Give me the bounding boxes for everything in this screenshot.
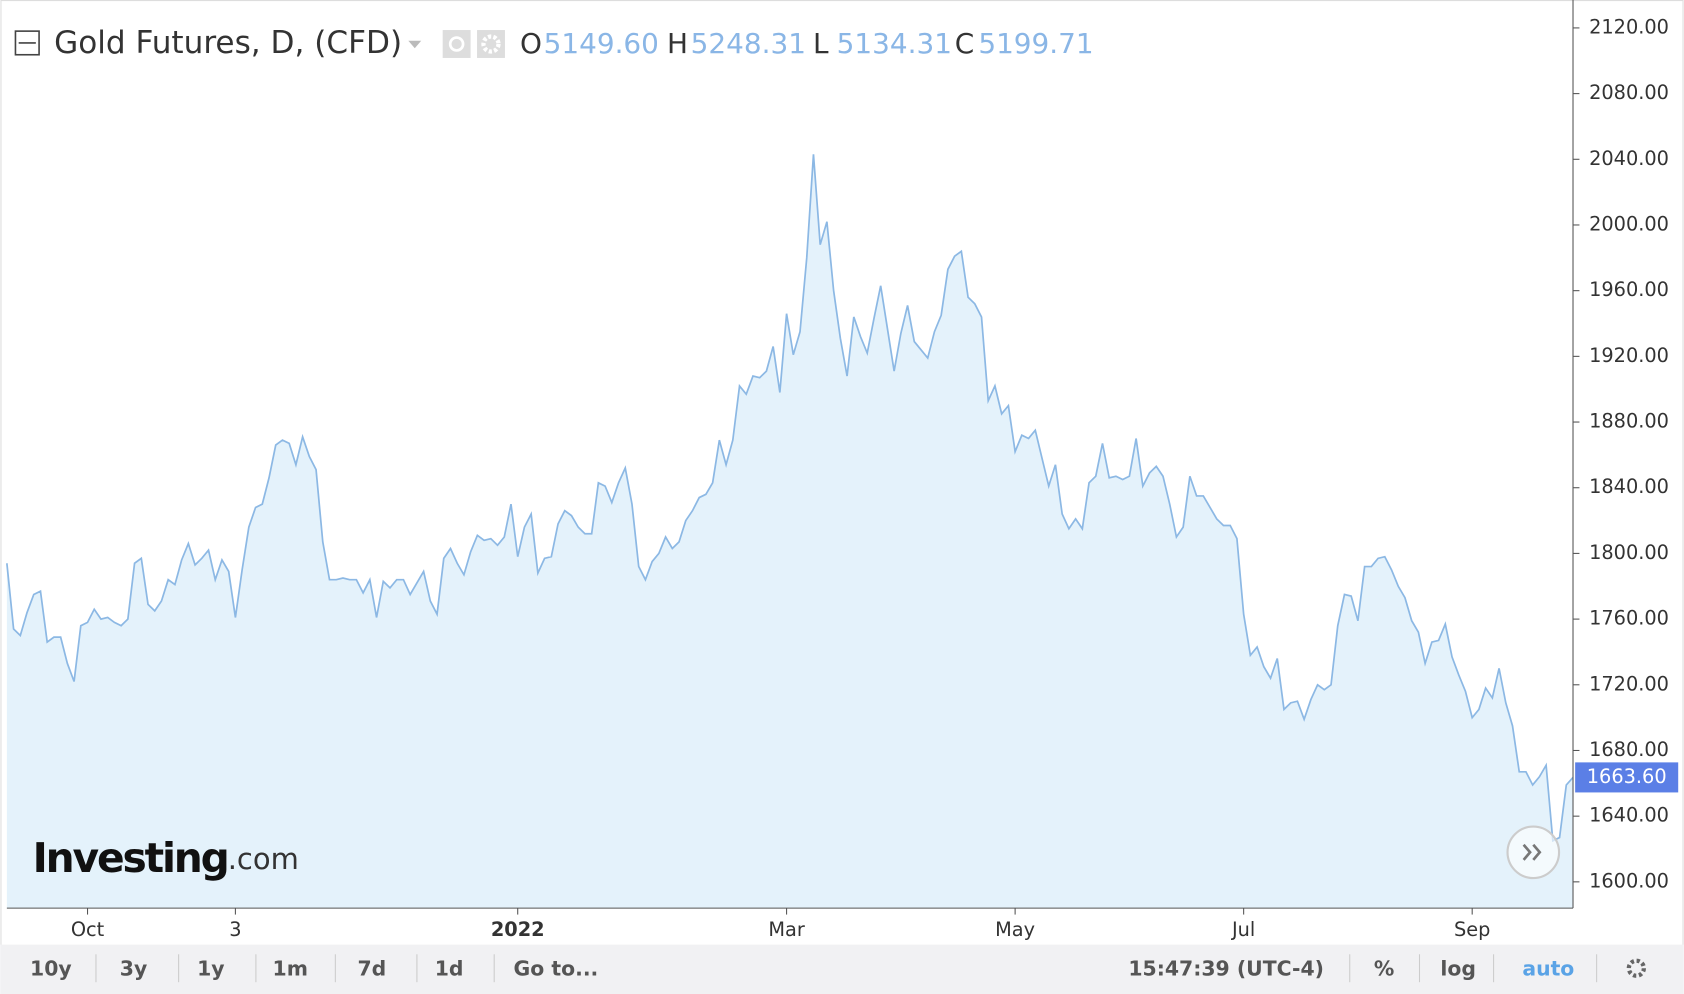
x-tick-label: May xyxy=(995,918,1035,941)
x-tick-label: Mar xyxy=(768,918,804,941)
range-button[interactable]: 10y xyxy=(30,956,72,980)
ohlc-key: O xyxy=(520,27,542,60)
watermark-suffix: .com xyxy=(228,842,299,876)
option-button[interactable]: % xyxy=(1374,956,1394,980)
price-label: 1663.60 xyxy=(1587,765,1667,788)
watermark-brand: Investing xyxy=(33,834,228,882)
y-tick-label: 1600.00 xyxy=(1589,869,1669,892)
watermark: Investing.com xyxy=(33,834,299,882)
ohlc: O 5149.60 H 5248.31 L 5134.31 C 5199.71 xyxy=(520,27,1094,60)
ohlc-value: 5134.31 xyxy=(837,27,952,60)
x-tick-label: Sep xyxy=(1454,918,1490,941)
range-button[interactable]: 3y xyxy=(120,956,147,980)
x-tick-label: 2022 xyxy=(491,918,545,941)
area xyxy=(6,154,1574,909)
range-button[interactable]: 7d xyxy=(357,956,386,980)
y-tick-label: 1720.00 xyxy=(1589,672,1669,695)
x-tick-label: 3 xyxy=(229,918,241,941)
toolbar-settings[interactable] xyxy=(1626,958,1647,978)
y-tick-label: 2080.00 xyxy=(1589,81,1669,104)
y-tick-label: 1840.00 xyxy=(1589,475,1669,498)
dropdown-arrow[interactable] xyxy=(408,40,422,49)
scroll-button[interactable] xyxy=(1506,825,1561,880)
price-box xyxy=(1575,762,1679,793)
ohlc-value: 5199.71 xyxy=(978,27,1093,60)
clock: 15:47:39 (UTC-4) xyxy=(1128,956,1324,980)
y-tick-label: 1920.00 xyxy=(1589,344,1669,367)
chart-title: Gold Futures, D, (CFD) xyxy=(54,25,402,61)
settings-icon-glyph xyxy=(481,34,501,54)
toolbar-items: 10y 3y 1y 1m 7d 1d Go to... 15:47:39 (UTC-4)% lo… xyxy=(30,954,1598,983)
y-tick-label: 1880.00 xyxy=(1589,410,1669,433)
collapse-icon[interactable] xyxy=(14,30,40,56)
range-button[interactable]: 1y xyxy=(197,956,224,980)
ohlc-value: 5149.60 xyxy=(544,27,659,60)
option-button[interactable]: log xyxy=(1440,956,1476,980)
scroll-icon xyxy=(1522,843,1542,861)
y-tick-label: 1680.00 xyxy=(1589,738,1669,761)
settings-icon[interactable] xyxy=(477,30,505,58)
plot xyxy=(6,154,1574,909)
y-tick-label: 1960.00 xyxy=(1589,278,1669,301)
eye-icon[interactable] xyxy=(442,30,471,58)
range-button[interactable]: 1d xyxy=(435,956,464,980)
eye-icon-glyph xyxy=(448,36,465,52)
ohlc-key: H xyxy=(667,27,688,60)
goto-button[interactable]: Go to... xyxy=(514,956,599,980)
y-tick-label: 1760.00 xyxy=(1589,607,1669,630)
ohlc-value: 5248.31 xyxy=(691,27,806,60)
y-tick-label: 1800.00 xyxy=(1589,541,1669,564)
option-button[interactable]: auto xyxy=(1522,956,1574,980)
y-tick-label: 1640.00 xyxy=(1589,804,1669,827)
line xyxy=(6,154,1574,843)
toolbar xyxy=(0,944,1684,994)
x-tick-label: Jul xyxy=(1231,918,1255,941)
range-button[interactable]: 1m xyxy=(273,956,308,980)
ohlc-key: L xyxy=(813,27,829,60)
y-tick-label: 2000.00 xyxy=(1589,212,1669,235)
y-tick-label: 2040.00 xyxy=(1589,147,1669,170)
y-tick-label: 2120.00 xyxy=(1589,15,1669,38)
ohlc-key: C xyxy=(955,27,974,60)
x-tick-label: Oct xyxy=(71,918,105,941)
